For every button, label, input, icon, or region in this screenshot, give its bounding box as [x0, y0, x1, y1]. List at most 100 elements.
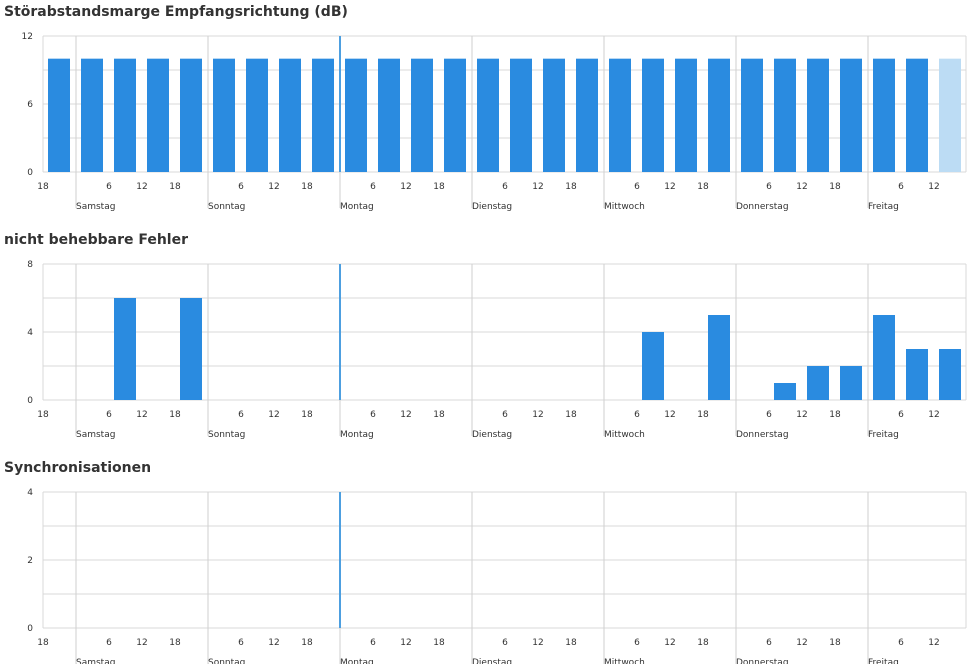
x-tick-label: 12	[268, 410, 279, 420]
x-tick-label: 6	[238, 182, 244, 192]
bar-partial	[939, 58, 961, 172]
x-tick-label: 6	[766, 410, 772, 420]
day-label: Mittwoch	[604, 430, 645, 440]
x-tick-label: 12	[400, 410, 411, 420]
bar	[543, 58, 565, 172]
x-tick-label: 6	[238, 638, 244, 648]
bar	[213, 58, 235, 172]
x-tick-label: 18	[697, 638, 709, 648]
y-tick-label: 2	[27, 556, 33, 566]
x-tick-label: 18	[565, 410, 577, 420]
bar	[48, 58, 70, 172]
chart-title-synchronizations: Synchronisationen	[4, 460, 152, 476]
day-label: Mittwoch	[604, 658, 645, 664]
x-tick-label: 6	[370, 638, 376, 648]
bar	[906, 349, 928, 400]
day-label: Sonntag	[208, 202, 245, 212]
bar	[576, 58, 598, 172]
x-tick-label: 6	[238, 410, 244, 420]
x-tick-label: 12	[136, 410, 147, 420]
bar	[411, 58, 433, 172]
bar	[840, 366, 862, 400]
x-tick-label: 18	[433, 410, 445, 420]
x-tick-label: 6	[634, 182, 640, 192]
x-tick-label: 6	[502, 638, 508, 648]
bar	[675, 58, 697, 172]
x-tick-label: 12	[268, 182, 279, 192]
bar	[939, 349, 961, 400]
x-tick-label: 12	[796, 410, 807, 420]
x-tick-label: 12	[268, 638, 279, 648]
chart-title-noise-margin: Störabstandsmarge Empfangsrichtung (dB)	[4, 4, 348, 20]
x-tick-label: 12	[664, 182, 675, 192]
bar	[510, 58, 532, 172]
x-tick-label: 12	[796, 638, 807, 648]
y-tick-label: 12	[22, 32, 33, 42]
x-tick-label: 18	[829, 182, 841, 192]
bar	[774, 383, 796, 400]
bar	[312, 58, 334, 172]
bar	[81, 58, 103, 172]
bar	[378, 58, 400, 172]
x-tick-label: 18	[697, 410, 709, 420]
day-label: Donnerstag	[736, 430, 789, 440]
x-tick-label: 6	[634, 638, 640, 648]
day-label: Dienstag	[472, 202, 512, 212]
y-tick-label: 0	[27, 396, 33, 406]
x-tick-label: 6	[898, 410, 904, 420]
x-tick-label: 18	[433, 182, 445, 192]
x-tick-label: 12	[532, 410, 543, 420]
x-tick-label: 18	[37, 410, 49, 420]
y-tick-label: 0	[27, 624, 33, 634]
day-label: Freitag	[868, 658, 899, 664]
x-tick-label: 12	[136, 182, 147, 192]
x-tick-label: 18	[169, 410, 181, 420]
x-tick-label: 12	[796, 182, 807, 192]
x-tick-label: 6	[502, 410, 508, 420]
y-tick-label: 0	[27, 168, 33, 178]
x-tick-label: 18	[169, 182, 181, 192]
bar	[642, 58, 664, 172]
bar	[180, 58, 202, 172]
day-label: Donnerstag	[736, 202, 789, 212]
bar	[906, 58, 928, 172]
bar	[147, 58, 169, 172]
bar	[114, 298, 136, 400]
y-tick-label: 4	[27, 488, 33, 498]
x-tick-label: 12	[532, 182, 543, 192]
x-tick-label: 6	[766, 182, 772, 192]
x-tick-label: 6	[370, 410, 376, 420]
x-tick-label: 18	[433, 638, 445, 648]
uncorrectable-errors-chart: 0 4 8 18 6 12 18 6 12 18 6 12 18 6 12 18 6 12 18 6 12 18 6 12 Sa…	[27, 260, 967, 440]
x-tick-label: 6	[106, 410, 112, 420]
bar	[840, 58, 862, 172]
x-tick-label: 12	[400, 182, 411, 192]
x-tick-label: 6	[766, 638, 772, 648]
bar	[708, 58, 730, 172]
x-tick-label: 18	[829, 638, 841, 648]
y-tick-label: 6	[27, 100, 33, 110]
synchronizations-chart: 0 2 4 18 6 12 18 6 12 18 6 12 18 6 12 18 6 12 18 6 12 18 6 12 Sa…	[27, 488, 967, 664]
day-label: Freitag	[868, 202, 899, 212]
x-tick-label: 18	[169, 638, 181, 648]
day-label: Montag	[340, 202, 374, 212]
bar	[609, 58, 631, 172]
x-tick-label: 12	[928, 638, 939, 648]
bar	[807, 366, 829, 400]
bar	[807, 58, 829, 172]
bar	[477, 58, 499, 172]
x-tick-label: 18	[301, 182, 313, 192]
x-tick-label: 12	[664, 410, 675, 420]
x-tick-label: 6	[370, 182, 376, 192]
bar	[246, 58, 268, 172]
bar	[345, 58, 367, 172]
bar	[774, 58, 796, 172]
day-label: Samstag	[76, 658, 115, 664]
x-tick-label: 12	[928, 182, 939, 192]
x-tick-label: 12	[664, 638, 675, 648]
x-tick-label: 6	[502, 182, 508, 192]
x-tick-label: 6	[106, 182, 112, 192]
day-label: Sonntag	[208, 430, 245, 440]
bar	[873, 315, 895, 400]
x-tick-label: 12	[532, 638, 543, 648]
